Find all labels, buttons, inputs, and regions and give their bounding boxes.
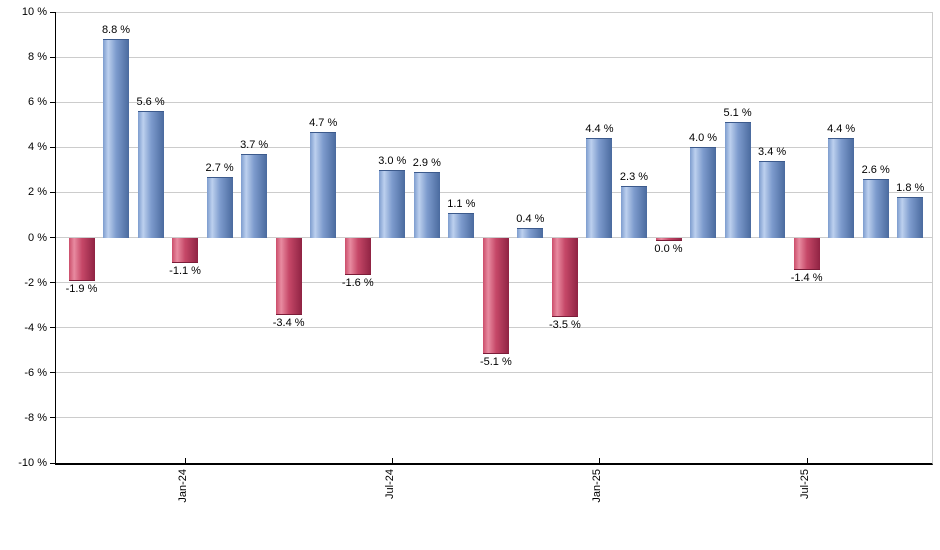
bar-value-label: 8.8 % [101, 24, 131, 37]
bar-value-label: 1.1 % [447, 197, 476, 210]
bar-month-1 [103, 39, 130, 239]
bar-value-label: 3.7 % [240, 139, 269, 152]
bar-month-22 [828, 138, 855, 239]
y-axis-label: 2 % [28, 186, 47, 199]
y-axis-tick [50, 282, 55, 284]
bar-value-label: -3.4 % [272, 317, 305, 330]
bar-month-19 [724, 122, 751, 239]
x-axis-label: Jan-24 [177, 469, 190, 503]
bar-value-label: 4.0 % [688, 132, 718, 145]
y-axis-label: -2 % [24, 276, 47, 289]
bar-value-label: 3.4 % [758, 145, 787, 158]
bar-value-label: 4.4 % [585, 123, 614, 136]
bar-month-9 [379, 169, 406, 239]
y-axis-tick [50, 417, 55, 419]
x-axis-tick [806, 458, 808, 463]
y-axis-tick [50, 237, 55, 238]
bar-month-13 [517, 228, 544, 239]
bar-value-label: -1.4 % [790, 272, 823, 285]
x-axis-tick [599, 458, 601, 463]
y-axis-tick [50, 146, 55, 148]
bar-value-label: 2.9 % [412, 157, 441, 170]
bar-value-label: 2.6 % [861, 163, 890, 176]
y-axis-label: -4 % [24, 321, 47, 334]
bar-month-24 [897, 196, 924, 239]
plot-area: -1.9 % 8.8 % 5.6 % -1.1 % 2.7 % 3.7 % -3.4 % 4.… [50, 11, 933, 465]
x-axis-label: Jul-25 [798, 469, 811, 499]
gridline-4pct [56, 146, 932, 148]
x-axis-label: Jan-25 [591, 469, 604, 503]
bar-value-label: 0.0 % [654, 242, 683, 255]
gridline-6pct [56, 101, 932, 103]
bar-month-16 [620, 185, 647, 239]
bar-month-12 [482, 237, 509, 354]
bar-value-label: 4.7 % [309, 116, 338, 129]
bar-value-label: 4.4 % [827, 123, 856, 136]
bar-month-6 [275, 237, 302, 316]
bar-value-label: 5.6 % [136, 96, 165, 109]
gridline-2pct [56, 191, 932, 193]
bar-value-label: -5.1 % [479, 355, 512, 368]
x-axis-tick [392, 458, 394, 463]
bar-value-label: 5.1 % [723, 107, 752, 120]
bar-month-4 [206, 176, 233, 239]
bar-value-label: 2.3 % [619, 170, 649, 183]
bar-value-label: -1.6 % [341, 276, 374, 289]
gridline-8pct [56, 56, 932, 58]
y-axis-tick [50, 101, 55, 103]
bar-value-label: 1.8 % [896, 181, 925, 194]
bar-month-5 [241, 154, 268, 239]
bar-month-14 [551, 237, 578, 318]
bar-value-label: -3.5 % [549, 319, 581, 332]
bar-value-label: -1.1 % [169, 265, 201, 278]
bar-month-0 [68, 237, 95, 282]
bar-month-21 [793, 237, 820, 271]
y-axis-tick [50, 372, 55, 374]
y-axis-label: 8 % [28, 51, 47, 64]
bar-value-label: 3.0 % [378, 154, 407, 167]
bar-month-2 [137, 111, 164, 239]
bar-value-label: -1.9 % [65, 283, 98, 296]
y-axis-label: -8 % [24, 411, 47, 424]
y-axis-label: 6 % [28, 96, 47, 109]
gridline--8pct [56, 417, 932, 419]
gridline-10pct [56, 11, 932, 13]
bar-month-10 [413, 172, 440, 239]
bar-month-17 [655, 237, 682, 241]
bar-month-11 [448, 212, 475, 239]
bar-month-20 [759, 160, 786, 239]
bar-month-23 [862, 178, 889, 239]
bar-value-label: 0.4 % [516, 213, 545, 226]
x-axis-tick [185, 458, 187, 463]
bar-month-3 [172, 237, 199, 264]
y-axis-label: -10 % [18, 457, 47, 469]
y-axis-label: -6 % [24, 366, 47, 379]
y-axis-label: 10 % [21, 6, 47, 18]
bar-value-label: 2.7 % [205, 161, 234, 174]
gridline--6pct [56, 372, 932, 374]
y-axis-tick [50, 191, 55, 193]
y-axis-tick [50, 462, 55, 464]
bar-month-7 [310, 131, 337, 239]
bar-month-8 [344, 237, 371, 275]
bar-month-15 [586, 138, 613, 239]
y-axis-label: 0 % [28, 231, 47, 244]
y-axis-tick [50, 11, 55, 13]
y-axis-tick [50, 327, 55, 329]
x-axis-label: Jul-24 [384, 469, 397, 499]
y-axis-tick [50, 56, 55, 58]
y-axis-label: 4 % [28, 141, 47, 154]
bar-month-18 [690, 147, 717, 239]
